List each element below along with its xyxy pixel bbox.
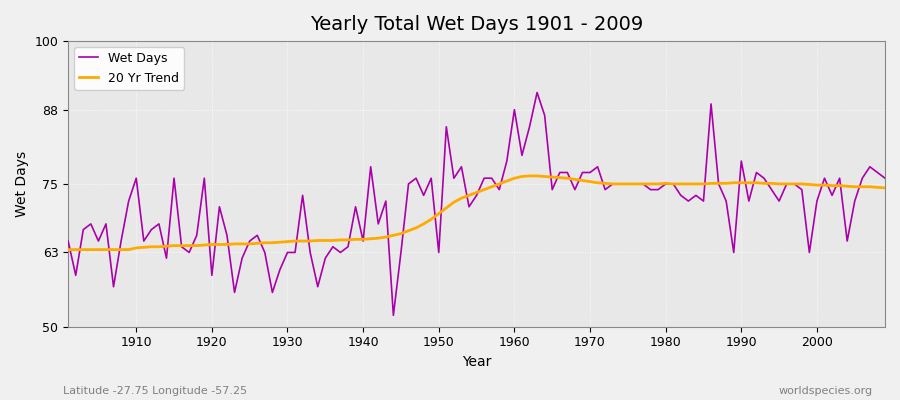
Wet Days [532,90,543,95]
Wet Days [388,313,399,318]
Wet Days [290,250,301,255]
20 Yr Trend [63,247,74,252]
Legend: Wet Days, 20 Yr Trend: Wet Days, 20 Yr Trend [75,47,184,90]
Wet Days [123,199,134,204]
Text: worldspecies.org: worldspecies.org [778,386,873,396]
Y-axis label: Wet Days: Wet Days [15,151,29,217]
Wet Days [517,153,527,158]
Wet Days [335,250,346,255]
20 Yr Trend [290,239,301,244]
Text: Latitude -27.75 Longitude -57.25: Latitude -27.75 Longitude -57.25 [63,386,248,396]
X-axis label: Year: Year [462,355,491,369]
20 Yr Trend [879,186,890,190]
20 Yr Trend [501,179,512,184]
Line: Wet Days: Wet Days [68,92,885,315]
Wet Days [615,182,626,186]
20 Yr Trend [123,247,134,252]
20 Yr Trend [524,174,535,178]
Line: 20 Yr Trend: 20 Yr Trend [68,176,885,250]
20 Yr Trend [608,182,618,186]
Wet Days [509,107,520,112]
20 Yr Trend [335,238,346,242]
20 Yr Trend [509,176,520,181]
Title: Yearly Total Wet Days 1901 - 2009: Yearly Total Wet Days 1901 - 2009 [310,15,644,34]
Wet Days [63,239,74,244]
Wet Days [879,176,890,181]
